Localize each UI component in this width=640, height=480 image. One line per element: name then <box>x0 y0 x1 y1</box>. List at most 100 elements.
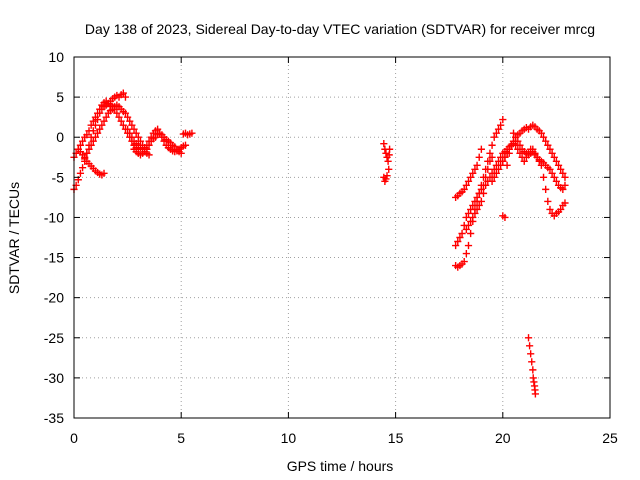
data-point <box>100 169 108 177</box>
data-point <box>89 137 97 145</box>
data-point <box>526 342 534 350</box>
data-point <box>505 149 513 157</box>
data-point <box>501 213 509 222</box>
data-point <box>115 113 123 121</box>
x-tick-label: 10 <box>281 430 297 446</box>
data-point <box>143 145 151 153</box>
data-point <box>464 241 473 250</box>
data-point <box>96 109 104 117</box>
data-point <box>380 173 388 181</box>
series-evening-isolated-points <box>499 149 513 222</box>
data-point <box>78 164 87 172</box>
data-point <box>89 117 97 125</box>
data-point <box>488 153 496 161</box>
x-tick-label: 5 <box>177 430 185 446</box>
x-tick-label: 25 <box>602 430 618 446</box>
data-point <box>471 197 479 205</box>
data-point <box>469 201 477 210</box>
y-tick-label: -25 <box>44 330 64 346</box>
data-point <box>473 161 481 169</box>
data-point <box>467 229 475 238</box>
data-point <box>501 153 509 161</box>
series-evening-arc-7 <box>509 129 569 193</box>
plot-frame <box>73 56 611 419</box>
data-point <box>76 141 85 149</box>
data-point <box>469 213 477 222</box>
data-point <box>85 145 93 153</box>
data-point <box>471 165 479 173</box>
data-point <box>121 93 130 101</box>
data-point <box>119 121 127 129</box>
data-point <box>559 169 567 177</box>
data-point <box>126 129 134 137</box>
series-morning-short-arc <box>179 129 196 139</box>
data-point <box>128 121 136 129</box>
data-point <box>467 205 475 214</box>
data-point <box>130 125 138 133</box>
data-point <box>128 133 136 141</box>
data-point <box>464 221 473 230</box>
y-tick-label: -20 <box>44 290 64 306</box>
series-evening-arc-4 <box>462 137 520 234</box>
data-point <box>477 145 485 153</box>
data-point <box>520 157 528 165</box>
data-point <box>548 169 556 177</box>
data-point <box>546 145 554 153</box>
data-point <box>477 197 485 205</box>
series-early-morning-arc-4 <box>81 101 153 161</box>
data-point <box>557 205 565 214</box>
data-point <box>509 129 518 137</box>
y-tick-label: -5 <box>52 169 65 185</box>
grid <box>74 57 610 418</box>
x-tick-label: 20 <box>495 430 511 446</box>
data-point <box>96 125 104 133</box>
data-point <box>462 181 470 189</box>
data-point <box>514 137 522 145</box>
data-point <box>539 133 548 141</box>
data-point <box>458 229 466 238</box>
y-tick-label: -10 <box>44 209 64 225</box>
series-morning-arc-6 <box>130 129 185 159</box>
data-point <box>484 165 492 173</box>
data-point <box>380 140 388 148</box>
data-point <box>460 257 468 266</box>
data-point <box>494 165 503 173</box>
data-point <box>100 117 108 125</box>
data-point <box>544 141 552 149</box>
x-axis-label: GPS time / hours <box>287 458 394 474</box>
data-point <box>486 157 494 165</box>
data-point <box>452 241 460 250</box>
data-point <box>102 113 110 121</box>
data-point <box>382 149 390 157</box>
y-tick-label: -35 <box>44 410 64 426</box>
data-point <box>177 149 185 157</box>
series-late-evening-drop <box>524 334 539 398</box>
data-point <box>124 113 132 121</box>
data-point <box>554 161 563 169</box>
data-point <box>488 141 496 149</box>
y-tick-label: -15 <box>44 250 64 266</box>
data-point <box>78 137 87 145</box>
data-point <box>381 177 389 185</box>
x-tick-label: 0 <box>70 430 78 446</box>
data-point <box>527 350 535 358</box>
data-point <box>499 157 507 165</box>
data-point <box>552 157 560 165</box>
data-point <box>546 165 554 173</box>
data-point <box>98 121 106 129</box>
data-point <box>460 185 468 193</box>
axis-ticks <box>73 56 611 419</box>
data-point <box>499 115 507 124</box>
data-point <box>385 145 394 153</box>
data-marks <box>70 89 569 398</box>
data-point <box>482 181 490 189</box>
data-point <box>486 149 494 157</box>
data-point <box>136 137 145 145</box>
data-point <box>385 165 393 173</box>
data-point <box>462 225 470 234</box>
data-point <box>552 177 560 185</box>
series-evening-arc-2 <box>452 153 496 250</box>
data-point <box>83 149 91 157</box>
data-point <box>512 133 520 141</box>
